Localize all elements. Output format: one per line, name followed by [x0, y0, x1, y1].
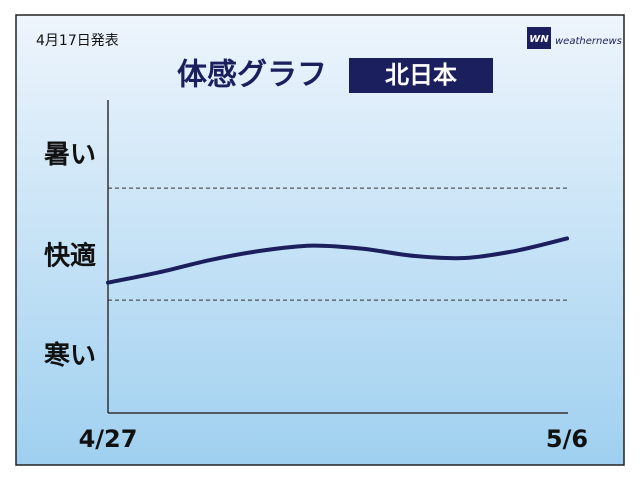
x-tick-label: 4/27 [79, 425, 138, 453]
logo-text: weathernews [555, 36, 622, 47]
frame [15, 14, 625, 466]
region: 北日本 [385, 61, 457, 89]
x-tick-label: 5/6 [546, 425, 588, 453]
y-tick-label: 寒い [44, 340, 96, 371]
logo-mark: WN [529, 34, 549, 45]
logo-box [527, 27, 551, 49]
y-tick-label: 暑い [44, 140, 96, 170]
y-tick-label: 快適 [44, 240, 96, 271]
line [106, 236, 569, 285]
note: 4月17日発表 [36, 33, 119, 49]
region-badge [349, 58, 493, 93]
chart-title: 体感グラフ [177, 58, 327, 93]
